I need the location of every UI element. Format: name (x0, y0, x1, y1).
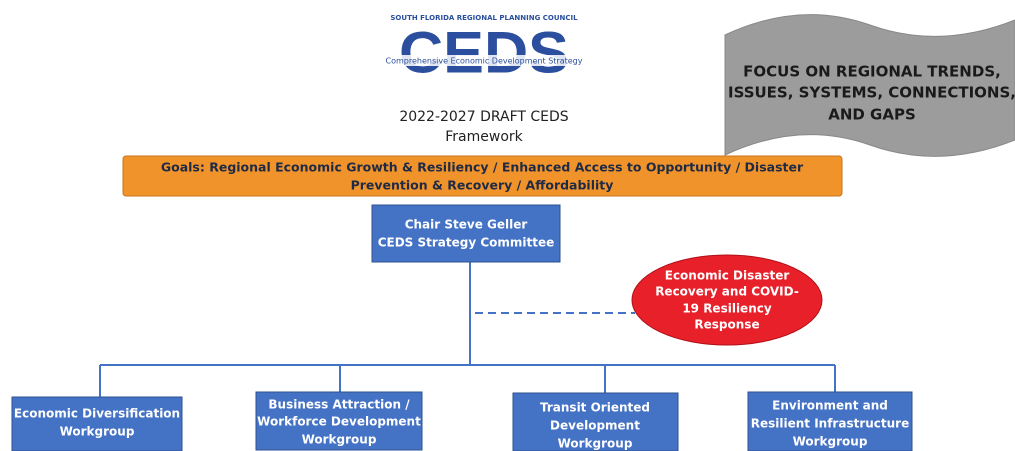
chair-box (371, 204, 561, 263)
banner-text: FOCUS ON REGIONAL TRENDS, (743, 63, 1001, 81)
chair-text: Chair Steve Geller (405, 218, 528, 232)
logo-band (400, 55, 570, 66)
banner-shape (724, 14, 1015, 157)
workgroup-text: Workgroup (60, 425, 135, 439)
workgroup-text: Development (550, 419, 640, 433)
workgroup-text: Environment and (772, 399, 888, 413)
workgroup-text: Workgroup (793, 435, 868, 449)
workgroup-text: Transit Oriented (540, 401, 650, 415)
workgroup-box (512, 392, 679, 451)
logo-tagline: Comprehensive Economic Development Strat… (386, 57, 583, 66)
goals-text: Goals: Regional Economic Growth & Resili… (161, 160, 804, 175)
workgroup-text: Economic Diversification (14, 407, 180, 421)
banner-text: AND GAPS (828, 106, 916, 124)
title-line: Framework (445, 129, 523, 145)
response-text: Recovery and COVID- (655, 285, 799, 299)
workgroup-box (11, 396, 183, 451)
workgroup-box (747, 391, 913, 451)
workgroup-text: Resilient Infrastructure (751, 417, 910, 431)
response-ellipse (631, 254, 823, 346)
workgroup-box (255, 391, 423, 451)
logo-council: SOUTH FLORIDA REGIONAL PLANNING COUNCIL (390, 14, 578, 22)
workgroup-text: Workforce Development (257, 415, 421, 429)
workgroup-text: Workgroup (302, 433, 377, 447)
banner-text: ISSUES, SYSTEMS, CONNECTIONS, (728, 84, 1015, 102)
goals-text: Prevention & Recovery / Affordability (351, 178, 614, 193)
title-line: 2022-2027 DRAFT CEDS (399, 109, 568, 125)
chair-text: CEDS Strategy Committee (378, 236, 555, 250)
response-text: 19 Resiliency (682, 302, 772, 316)
response-text: Response (694, 318, 759, 332)
logo-acronym: CEDS (399, 20, 569, 85)
workgroup-text: Business Attraction / (268, 398, 410, 412)
goals-bar (122, 155, 843, 197)
workgroup-text: Workgroup (558, 437, 633, 451)
response-text: Economic Disaster (665, 269, 790, 283)
